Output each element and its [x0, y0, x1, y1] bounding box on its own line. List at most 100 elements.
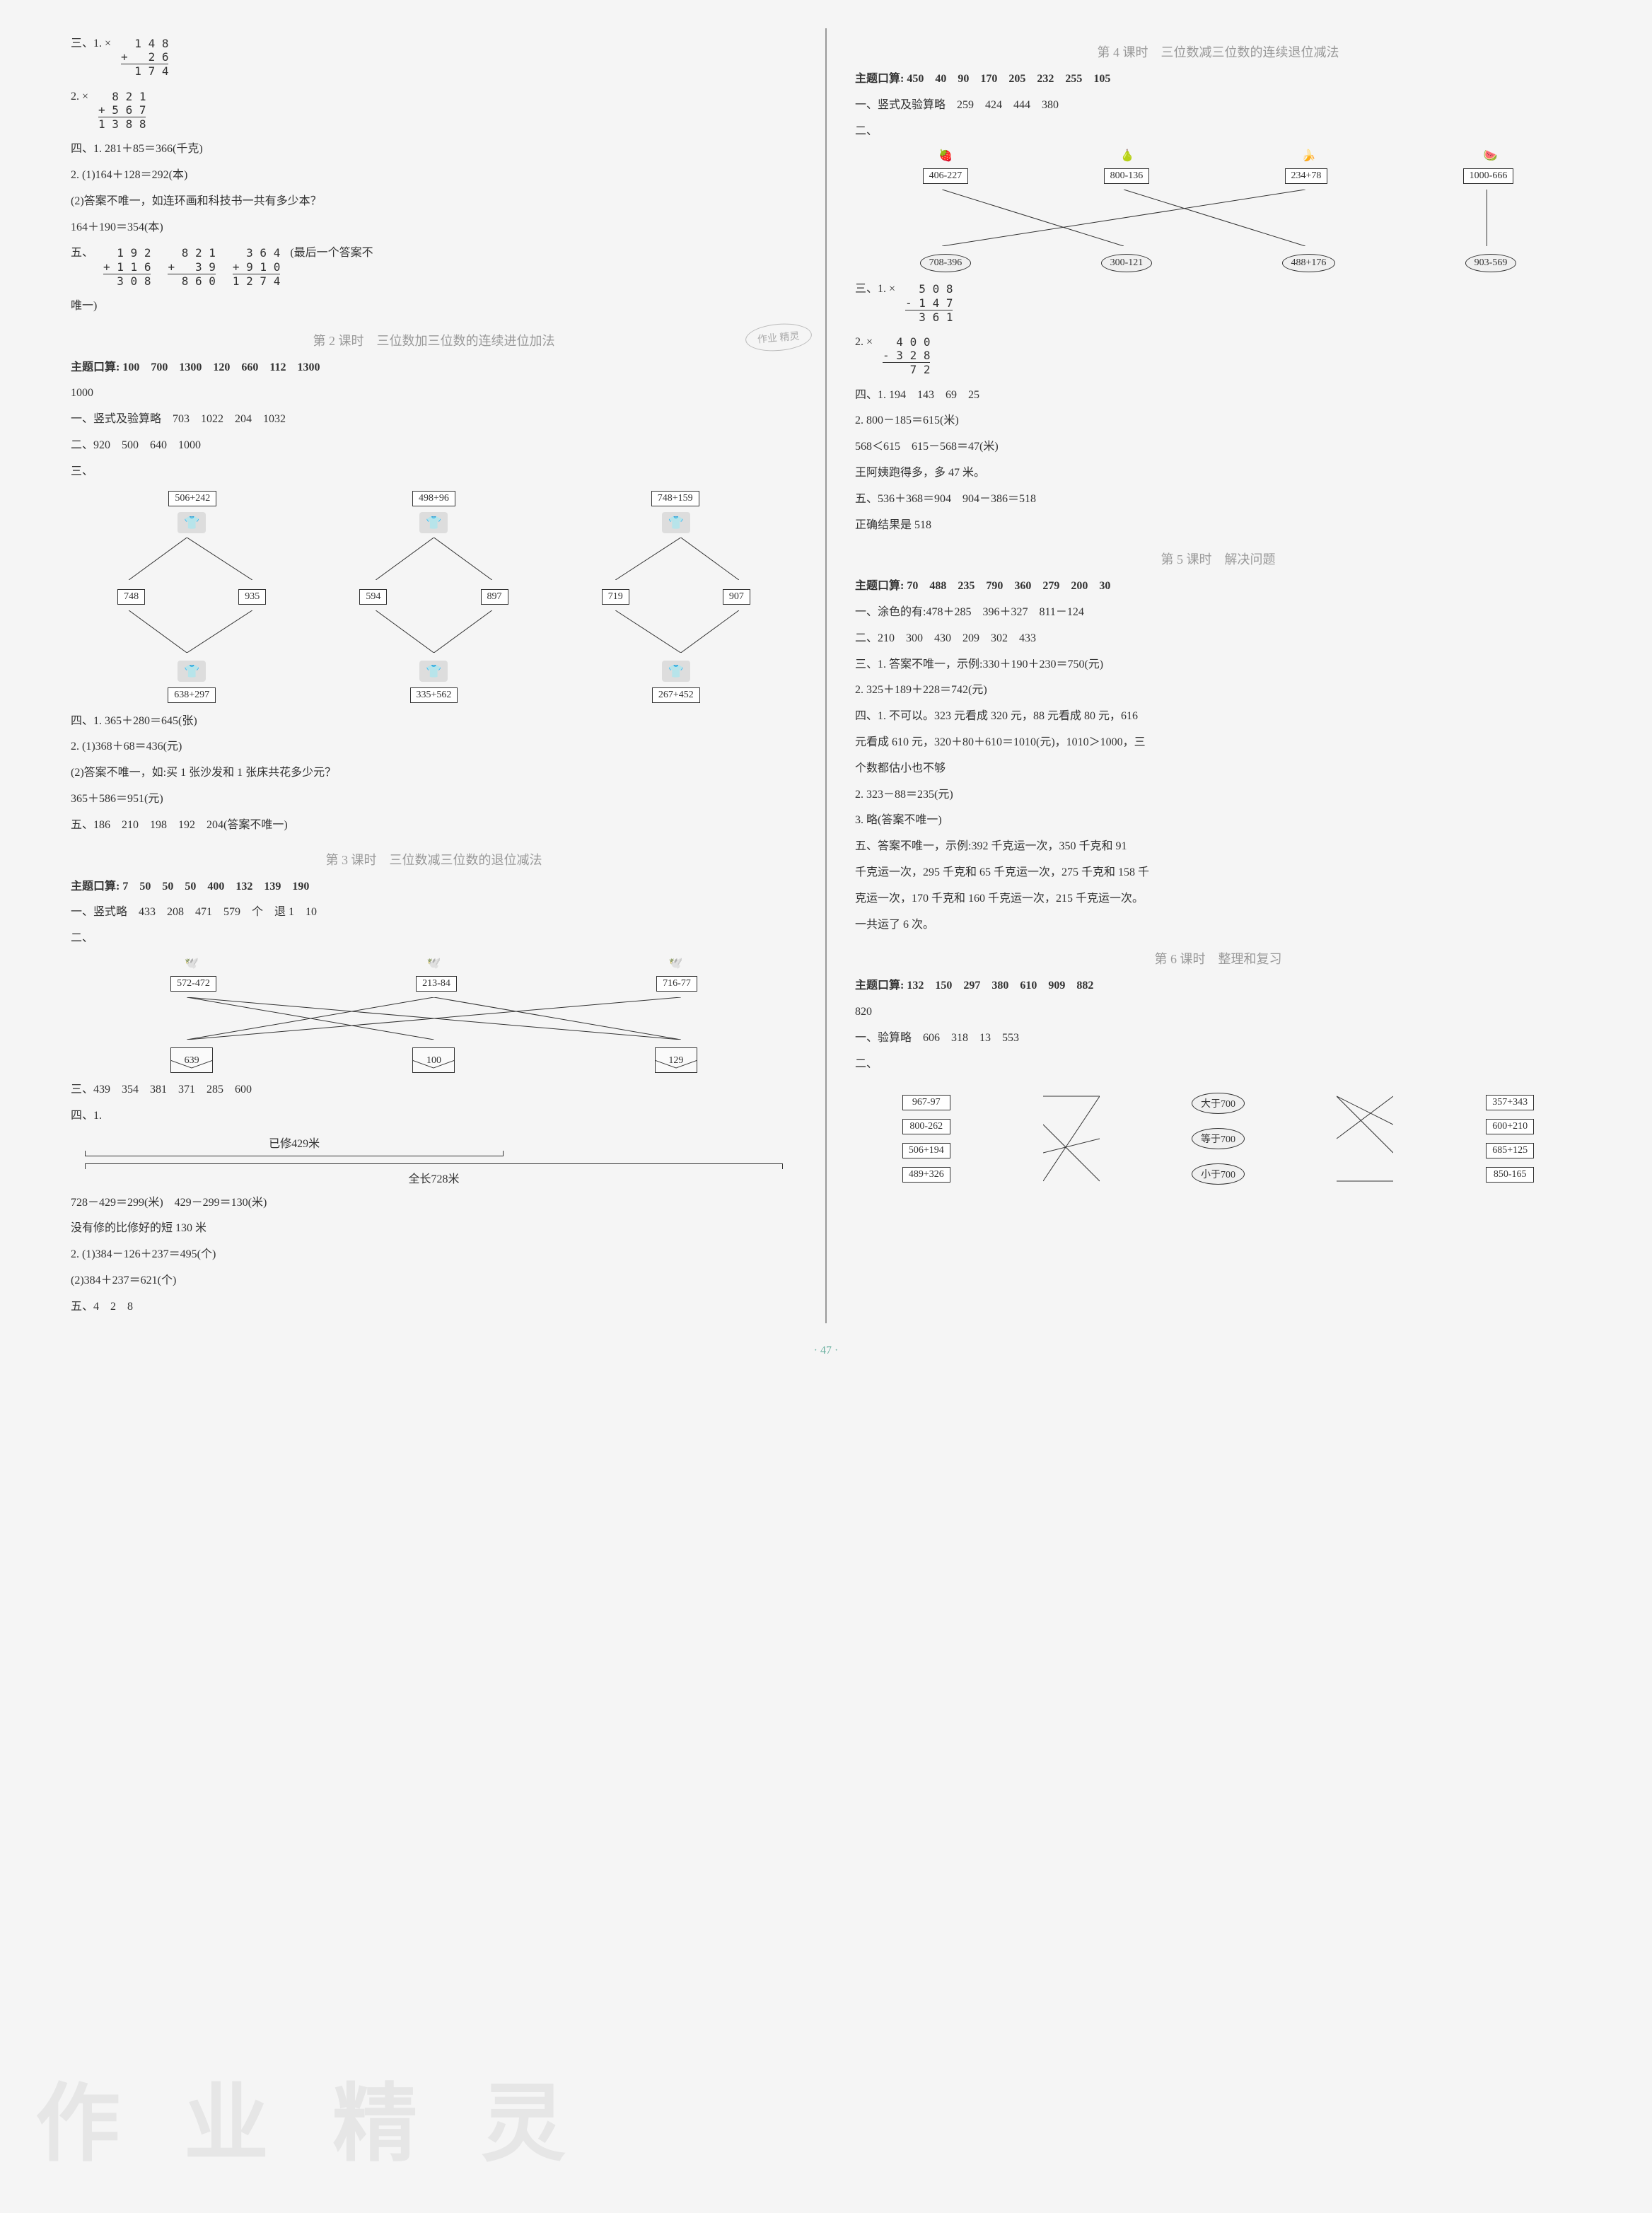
- expr-box: 506+194: [902, 1143, 950, 1158]
- strawberry-icon: 🍓: [938, 149, 953, 163]
- expr-box: 572-472: [170, 976, 216, 992]
- vertical-calc: 1 9 2 + 1 1 6 3 0 8: [103, 246, 151, 288]
- vertical-calc: 5 0 8 - 1 4 7 3 6 1: [905, 282, 953, 324]
- envelope-icon: 129: [655, 1047, 697, 1073]
- label: 三、1. ×: [71, 37, 111, 50]
- page-content: 三、1. × 1 4 8 + 2 6 1 7 4 2. × 8 2 1 + 5 …: [71, 28, 1581, 1323]
- banana-icon: 🍌: [1302, 149, 1316, 163]
- category-oval: 等于700: [1192, 1128, 1245, 1149]
- text-line: 个数都估小也不够: [855, 759, 1581, 779]
- watermark: 作 业 精 灵: [35, 2055, 587, 2178]
- text-line: 2. 323－88＝235(元): [855, 785, 1581, 806]
- text-line: 主题口算: 70 488 235 790 360 279 200 30: [855, 576, 1581, 597]
- value-oval: 488+176: [1282, 254, 1336, 272]
- text-line: 五、 1 9 2 + 1 1 6 3 0 8 8 2 1 + 3 9 8 6 0…: [71, 243, 797, 291]
- text-line: 克运一次，170 千克和 160 千克运一次，215 千克运一次。: [855, 889, 1581, 910]
- envelope-icon: 100: [412, 1047, 455, 1073]
- vertical-calc: 8 2 1 + 3 9 8 6 0: [168, 246, 215, 288]
- matching-diagram: 506+242 498+96 748+159 👕 👕 👕 748 935 594…: [71, 489, 797, 704]
- text-line: 一、竖式略 433 208 471 579 个 退 1 10: [71, 902, 797, 923]
- category-oval: 小于700: [1192, 1163, 1245, 1185]
- section-title: 第 5 课时 解决问题: [855, 550, 1581, 568]
- text-line: 2. × 8 2 1 + 5 6 7 1 3 8 8: [71, 87, 797, 134]
- text-line: 一、竖式及验算略 703 1022 204 1032: [71, 410, 797, 430]
- text-line: 365＋586＝951(元): [71, 789, 797, 810]
- value-box: 935: [238, 589, 266, 605]
- expr-box: 1000-666: [1463, 168, 1514, 184]
- connector-lines: [1043, 1082, 1100, 1195]
- expr-box: 638+297: [168, 687, 216, 703]
- text-line: 三、1. × 5 0 8 - 1 4 7 3 6 1: [855, 279, 1581, 327]
- text-line: 一、涂色的有:478＋285 396＋327 811－124: [855, 603, 1581, 623]
- section-title: 第 2 课时 三位数加三位数的连续进位加法 作业 精灵: [71, 331, 797, 349]
- value-box: 719: [602, 589, 629, 605]
- expr-box: 489+326: [902, 1167, 950, 1183]
- value-box: 907: [723, 589, 750, 605]
- vertical-calc: 1 4 8 + 2 6 1 7 4: [121, 37, 168, 79]
- text-line: 正确结果是 518: [855, 516, 1581, 536]
- value-box: 897: [481, 589, 508, 605]
- expr-box: 800-136: [1104, 168, 1150, 184]
- text-line: 2. × 4 0 0 - 3 2 8 7 2: [855, 332, 1581, 380]
- bird-icon: 🕊️: [185, 956, 199, 970]
- envelope-icon: 639: [170, 1047, 213, 1073]
- bracket-shape: [85, 1151, 504, 1156]
- text-line: 728－429＝299(米) 429－299＝130(米): [71, 1193, 797, 1214]
- connector-lines: [71, 538, 797, 580]
- text-line: 四、1. 365＋280＝645(张): [71, 711, 797, 732]
- label: 五、: [71, 247, 93, 259]
- shirt-icon: 👕: [419, 512, 448, 533]
- text-line: 唯一): [71, 296, 797, 317]
- bracket-diagram: 已修429米 全长728米: [85, 1134, 783, 1186]
- text-line: (2)384＋237＝621(个): [71, 1271, 797, 1291]
- text-line: 二、: [71, 929, 797, 949]
- text-line: 元看成 610 元，320＋80＋610＝1010(元)，1010＞1000，三: [855, 733, 1581, 753]
- text-line: 五、答案不唯一，示例:392 千克运一次，350 千克和 91: [855, 837, 1581, 857]
- text-line: 王阿姨跑得多，多 47 米。: [855, 463, 1581, 484]
- text-line: 二、: [855, 1055, 1581, 1075]
- expr-box: 850-165: [1486, 1167, 1534, 1183]
- bracket-label: 全长728米: [85, 1169, 783, 1186]
- text-line: 2. 800－185＝615(米): [855, 411, 1581, 431]
- text-line: 2. (1)368＋68＝436(元): [71, 737, 797, 757]
- expr-box: 800-262: [902, 1119, 950, 1134]
- text-line: 一、竖式及验算略 259 424 444 380: [855, 95, 1581, 116]
- bird-icon: 🕊️: [427, 956, 441, 970]
- value-oval: 300-121: [1101, 254, 1153, 272]
- expr-box: 335+562: [410, 687, 458, 703]
- classification-diagram: 967-97 800-262 506+194 489+326 大于700 等于7…: [855, 1082, 1581, 1195]
- watermelon-icon: 🍉: [1484, 149, 1498, 163]
- connector-lines: [71, 997, 797, 1040]
- text-line: 三、439 354 381 371 285 600: [71, 1080, 797, 1100]
- expr-box: 748+159: [651, 491, 699, 506]
- text-line: 没有修的比修好的短 130 米: [71, 1219, 797, 1239]
- page-number: · 47 ·: [71, 1344, 1581, 1357]
- expr-box: 234+78: [1285, 168, 1328, 184]
- text-line: 三、: [71, 462, 797, 482]
- label: (最后一个答案不: [290, 247, 373, 259]
- text-line: 820: [855, 1002, 1581, 1023]
- stamp-icon: 作业 精灵: [744, 321, 812, 354]
- text-line: 568＜615 615－568＝47(米): [855, 437, 1581, 458]
- vertical-calc: 4 0 0 - 3 2 8 7 2: [883, 335, 930, 377]
- value-box: 748: [117, 589, 145, 605]
- right-column: 第 4 课时 三位数减三位数的连续退位减法 主题口算: 450 40 90 17…: [855, 28, 1581, 1323]
- expr-box: 967-97: [902, 1095, 950, 1110]
- value-box: 594: [359, 589, 387, 605]
- text-line: (2)答案不唯一，如连环画和科技书一共有多少本？: [71, 192, 797, 212]
- text-line: 五、186 210 198 192 204(答案不唯一): [71, 815, 797, 836]
- text-line: 主题口算: 100 700 1300 120 660 112 1300: [71, 358, 797, 378]
- expr-box: 685+125: [1486, 1143, 1534, 1158]
- text-line: 三、1. 答案不唯一，示例:330＋190＋230＝750(元): [855, 655, 1581, 675]
- text-line: 四、1. 194 143 69 25: [855, 385, 1581, 406]
- value-oval: 708-396: [920, 254, 972, 272]
- text-line: 2. (1)164＋128＝292(本): [71, 165, 797, 186]
- vertical-calc: 8 2 1 + 5 6 7 1 3 8 8: [98, 90, 146, 132]
- label: 三、1. ×: [855, 283, 895, 295]
- text-line: 千克运一次，295 千克和 65 千克运一次，275 千克和 158 千: [855, 863, 1581, 883]
- shirt-icon: 👕: [662, 661, 690, 682]
- section-title: 第 4 课时 三位数减三位数的连续退位减法: [855, 42, 1581, 61]
- text-line: 二、210 300 430 209 302 433: [855, 629, 1581, 649]
- text-line: 四、1. 281＋85＝366(千克): [71, 139, 797, 160]
- left-column: 三、1. × 1 4 8 + 2 6 1 7 4 2. × 8 2 1 + 5 …: [71, 28, 797, 1323]
